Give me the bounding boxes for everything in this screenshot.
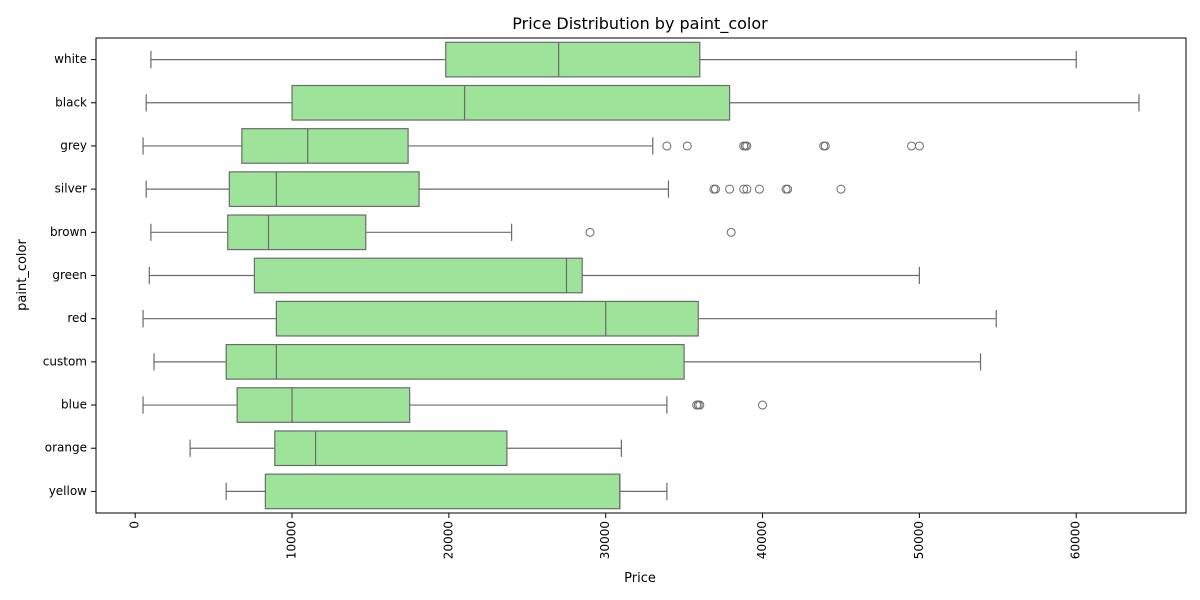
outlier-point xyxy=(739,184,749,194)
x-tick-label: 0 xyxy=(128,521,142,529)
iqr-box xyxy=(225,343,685,380)
box-silver xyxy=(145,171,846,208)
outlier-point xyxy=(710,184,720,194)
outlier-point xyxy=(783,184,793,194)
x-tick-label: 50000 xyxy=(912,521,926,559)
y-tick-label: white xyxy=(54,52,87,66)
outlier-point xyxy=(907,141,917,151)
plot-area xyxy=(142,41,1140,510)
y-tick-label: blue xyxy=(61,398,87,412)
outlier-point xyxy=(742,141,752,151)
outlier-point xyxy=(662,141,672,151)
outlier-point xyxy=(914,141,924,151)
x-axis-label: Price xyxy=(624,571,656,586)
y-tick-label: custom xyxy=(43,354,87,368)
x-tick-label: 40000 xyxy=(755,521,769,559)
box-blue xyxy=(142,387,768,423)
iqr-box xyxy=(253,257,583,294)
y-tick-label: black xyxy=(55,95,87,109)
box-custom xyxy=(153,343,982,380)
x-tick-label: 20000 xyxy=(441,521,455,559)
outlier-point xyxy=(754,184,764,194)
iqr-box xyxy=(227,214,367,251)
iqr-box xyxy=(445,41,701,78)
y-axis: white black grey silver brown green red custom b… xyxy=(43,52,96,498)
iqr-box xyxy=(291,84,731,121)
outlier-point xyxy=(682,141,692,151)
box-red xyxy=(142,300,997,337)
box-yellow xyxy=(225,473,668,510)
y-tick-label: brown xyxy=(50,225,87,239)
x-tick-label: 60000 xyxy=(1069,521,1083,559)
iqr-box xyxy=(236,387,411,423)
outlier-point xyxy=(725,184,735,194)
y-tick-label: silver xyxy=(55,182,87,196)
x-tick-label: 10000 xyxy=(285,521,299,559)
iqr-box xyxy=(241,128,409,164)
outlier-point xyxy=(836,184,846,194)
x-tick-label: 30000 xyxy=(598,521,612,559)
y-tick-label: yellow xyxy=(49,484,87,498)
x-axis: 0 10000 20000 30000 40000 50000 60000 xyxy=(128,513,1083,559)
outlier-point xyxy=(695,400,705,410)
y-tick-label: orange xyxy=(45,441,87,455)
box-orange xyxy=(189,430,622,467)
box-grey xyxy=(142,128,924,164)
iqr-box xyxy=(275,300,699,337)
y-tick-label: grey xyxy=(60,138,87,152)
outlier-point xyxy=(742,184,752,194)
y-tick-label: red xyxy=(67,311,87,325)
box-green xyxy=(148,257,920,294)
outlier-point xyxy=(758,400,768,410)
outlier-point xyxy=(726,227,736,237)
box-brown xyxy=(150,214,736,251)
y-tick-label: green xyxy=(52,268,87,282)
outlier-point xyxy=(585,227,595,237)
outlier-point xyxy=(820,141,830,151)
iqr-box xyxy=(274,430,508,467)
box-white xyxy=(150,41,1077,78)
y-axis-label: paint_color xyxy=(15,239,30,311)
iqr-box xyxy=(264,473,621,510)
iqr-box xyxy=(228,171,420,208)
chart-title: Price Distribution by paint_color xyxy=(512,14,768,34)
box-black xyxy=(145,84,1140,121)
